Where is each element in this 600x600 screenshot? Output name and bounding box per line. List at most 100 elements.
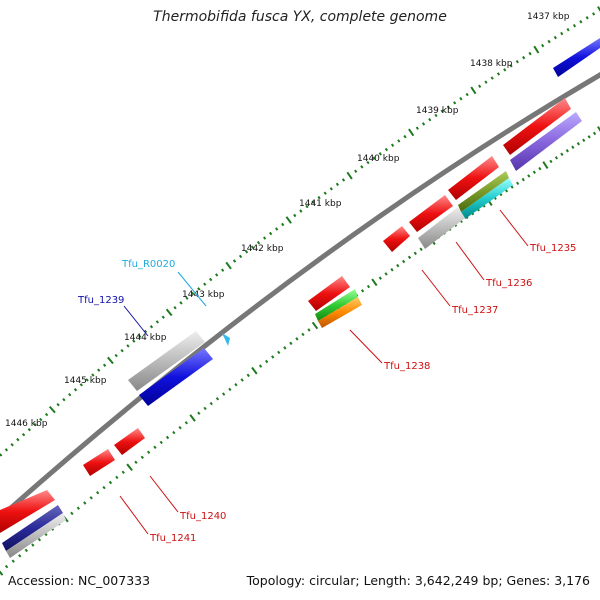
inner-scale-minor-tick (246, 373, 250, 378)
gene-feature-tfu-1235[interactable] (503, 98, 571, 155)
gene-feature-tfu-1236-cyan[interactable] (461, 178, 513, 219)
gene-feature-gray-bottom-left[interactable] (6, 513, 66, 558)
gene-feature-tfu-1236-olive[interactable] (458, 171, 509, 212)
gene-label-tfu-1240[interactable]: Tfu_1240 (179, 511, 226, 522)
leader-line-tfu-r0020 (177, 271, 207, 307)
footer-stats: Topology: circular; Length: 3,642,249 bp… (246, 573, 590, 588)
gene-feature-tfu-1239[interactable] (139, 348, 213, 406)
outer-scale-minor-tick (191, 291, 195, 296)
inner-scale-minor-tick (532, 170, 536, 174)
inner-scale-minor-tick (89, 496, 93, 500)
outer-scale-minor-tick (73, 388, 78, 392)
inner-scale-minor-tick (31, 543, 35, 547)
outer-scale-minor-tick (126, 344, 130, 348)
outer-scale-minor-tick (528, 51, 532, 56)
scale-label-1443: 1443 kbp (182, 290, 225, 300)
inner-scale-minor-tick (560, 152, 564, 157)
inner-scale-minor-tick (277, 350, 281, 355)
outer-scale-minor-tick (547, 39, 551, 44)
scale-label-1445: 1445 kbp (64, 376, 107, 386)
gene-feature-small-red[interactable] (383, 226, 410, 252)
inner-scale-minor-tick (289, 341, 293, 346)
outer-scale-minor-tick (85, 378, 89, 382)
outer-scale-minor-tick (592, 12, 596, 16)
gene-feature-tfu-1240[interactable] (114, 428, 145, 455)
gene-feature-navy-bottom-left[interactable] (2, 505, 63, 551)
outer-scale-minor-tick (56, 402, 60, 407)
outer-scale-minor-tick (384, 147, 389, 152)
outer-scale-minor-tick (541, 43, 545, 48)
outer-scale-minor-tick (256, 240, 261, 245)
outer-scale-major-tick (285, 216, 292, 224)
outer-scale-minor-tick (4, 448, 9, 452)
gene-label-tfu-1237[interactable]: Tfu_1237 (451, 305, 498, 316)
gene-label-tfu-1235[interactable]: Tfu_1235 (529, 243, 576, 254)
inner-scale-major-tick (251, 366, 258, 375)
outer-scale-minor-tick (275, 227, 279, 231)
inner-scale-major-tick (371, 278, 378, 287)
gene-feature-blue-1437[interactable] (553, 38, 600, 77)
outer-scale-minor-tick (446, 105, 451, 109)
inner-scale-minor-tick (153, 445, 157, 450)
gene-label-tfu-1241[interactable]: Tfu_1241 (149, 533, 196, 544)
inner-scale-minor-tick (102, 485, 106, 490)
gene-label-tfu-1238[interactable]: Tfu_1238 (383, 361, 430, 372)
gene-feature-tfu-1237-gray[interactable] (418, 207, 465, 249)
inner-scale-minor-tick (121, 470, 125, 475)
outer-scale-minor-tick (478, 84, 482, 88)
outer-scale-minor-tick (553, 35, 557, 40)
gene-label-tfu-1239[interactable]: Tfu_1239 (77, 295, 124, 306)
inner-scale-major-tick (189, 414, 196, 422)
outer-scale-minor-tick (173, 305, 177, 310)
inner-scale-minor-tick (265, 359, 269, 364)
scale-labels: 1437 kbp 1438 kbp 1439 kbp 1440 kbp 1441… (5, 12, 570, 429)
inner-scale-minor-tick (24, 548, 28, 553)
gene-feature-tfu-1235-purple[interactable] (510, 112, 582, 171)
gene-labels: Tfu_1235 Tfu_1236 Tfu_1237 Tfu_1238 Tfu_… (77, 243, 576, 544)
gene-feature-tfu-1238[interactable] (308, 276, 350, 311)
inner-scale-minor-tick (301, 332, 305, 337)
trna-marker-tfu-r0020[interactable] (222, 333, 230, 346)
outer-scale-minor-tick (341, 178, 346, 182)
inner-scale-minor-tick (582, 138, 586, 143)
outer-scale-major-tick (165, 308, 173, 317)
gene-feature-tfu-1236[interactable] (448, 156, 499, 200)
leader-lines (119, 209, 529, 535)
outer-scale-minor-tick (185, 296, 189, 300)
gene-feature-tfu-1238-orange[interactable] (318, 297, 362, 328)
gene-label-tfu-r0020[interactable]: Tfu_R0020 (121, 259, 175, 270)
outer-scale-minor-tick (354, 169, 358, 173)
gene-feature-tfu-1238-green[interactable] (315, 289, 358, 321)
gene-feature-tfu-1237[interactable] (409, 195, 453, 232)
outer-scale-major-tick (346, 171, 353, 180)
inner-scale-minor-tick (407, 255, 412, 260)
outer-scale-minor-tick (97, 368, 101, 372)
inner-scale-minor-tick (516, 181, 520, 186)
inner-scale-minor-tick (159, 440, 163, 445)
outer-scale-minor-tick (62, 397, 66, 402)
leader-line-tfu-1236 (455, 241, 485, 281)
inner-scale-minor-tick (360, 289, 365, 293)
outer-scale-minor-tick (503, 68, 507, 72)
outer-scale-minor-tick (515, 59, 519, 64)
gene-feature-tfu-1241[interactable] (83, 449, 115, 476)
outer-scale-minor-tick (440, 109, 444, 113)
inner-scale-minor-tick (240, 378, 244, 382)
outer-scale-minor-tick (39, 417, 43, 422)
inner-scale-minor-tick (147, 450, 151, 455)
gene-feature-red-bottom-left[interactable] (0, 490, 55, 533)
inner-scale-minor-tick (108, 480, 113, 485)
inner-scale-minor-tick (197, 411, 201, 415)
outer-scale-minor-tick (10, 443, 14, 447)
inner-scale-minor-tick (554, 156, 559, 160)
outer-scale-minor-tick (0, 453, 3, 457)
outer-scale-minor-tick (21, 432, 26, 437)
gene-label-tfu-1236[interactable]: Tfu_1236 (485, 278, 532, 289)
outer-scale-minor-tick (372, 156, 376, 160)
outer-scale-minor-tick (522, 55, 526, 60)
inner-scale-minor-tick (402, 259, 406, 264)
gene-feature-tfu-1239-gray[interactable] (128, 331, 205, 391)
inner-scale-minor-tick (165, 435, 170, 440)
outer-scale-minor-tick (102, 363, 107, 367)
